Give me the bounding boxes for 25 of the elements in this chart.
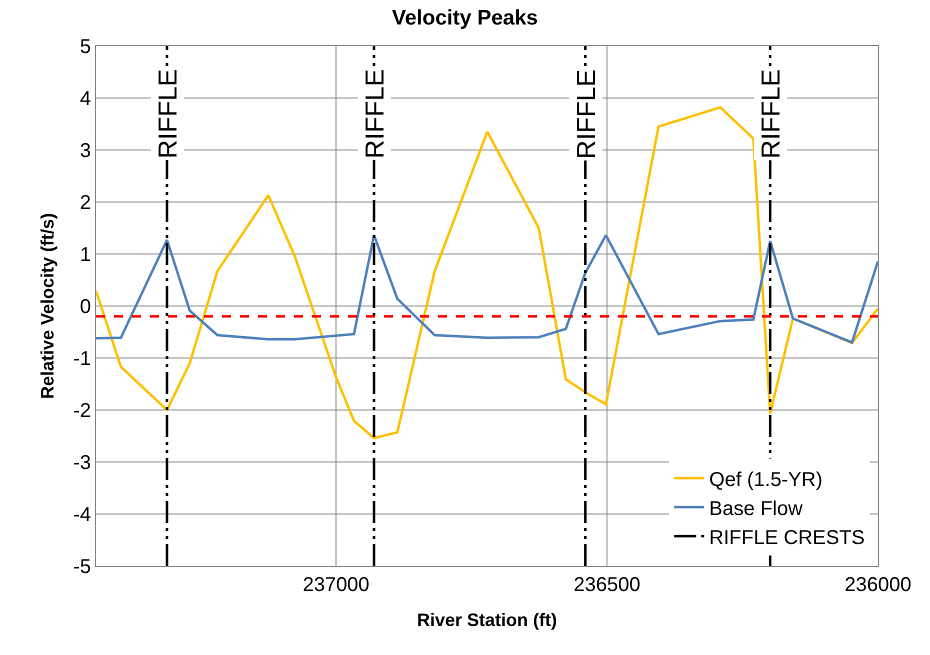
y-tick-label: 2 — [80, 192, 91, 214]
y-tick-label: 5 — [80, 36, 91, 58]
y-axis-title: Relative Velocity (ft/s) — [37, 212, 58, 400]
y-tick-label: 1 — [80, 244, 91, 266]
x-tick-label: 237000 — [302, 574, 370, 596]
y-tick-label: -3 — [73, 452, 91, 474]
x-tick-label: 236000 — [844, 574, 912, 596]
y-tick-label: 3 — [80, 140, 91, 162]
y-tick-label: -1 — [73, 348, 91, 370]
x-axis-title: River Station (ft) — [416, 610, 558, 630]
annotation: RIFFLE — [359, 69, 390, 159]
y-tick-label: 0 — [80, 296, 91, 318]
line-series — [96, 234, 878, 344]
y-tick-label: -4 — [73, 504, 91, 526]
chart-title: Velocity Peaks — [392, 6, 538, 30]
legend-label: Base Flow — [709, 498, 804, 520]
legend-label: RIFFLE CRESTS — [709, 526, 865, 549]
y-tick-label: 4 — [80, 88, 91, 110]
x-tick-label: 236500 — [574, 574, 640, 596]
y-tick-label: -2 — [73, 400, 91, 422]
y-tick-label: -5 — [73, 556, 91, 578]
legend-label: Qef (1.5-YR) — [709, 468, 823, 491]
annotation: RIFFLE — [152, 69, 182, 159]
annotation: RIFFLE — [570, 69, 601, 159]
annotation: RIFFLE — [756, 69, 786, 159]
